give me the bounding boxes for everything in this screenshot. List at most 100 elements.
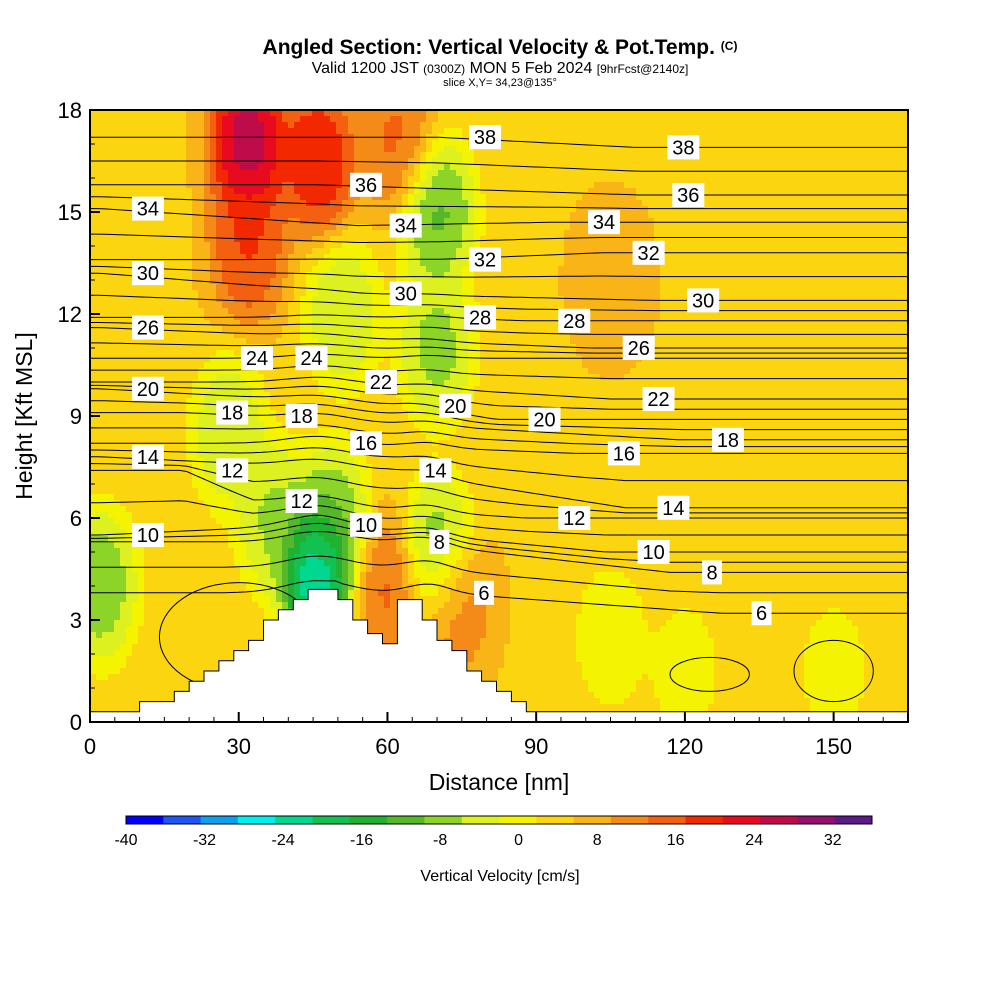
velocity-cell bbox=[174, 224, 181, 231]
velocity-cell bbox=[396, 206, 403, 213]
velocity-cell bbox=[804, 194, 811, 201]
velocity-cell bbox=[240, 260, 247, 267]
velocity-cell bbox=[96, 260, 103, 267]
velocity-cell bbox=[156, 188, 163, 195]
velocity-cell bbox=[762, 248, 769, 255]
velocity-cell bbox=[312, 284, 319, 291]
velocity-cell bbox=[222, 122, 229, 129]
velocity-cell bbox=[330, 266, 337, 273]
velocity-cell bbox=[360, 194, 367, 201]
velocity-cell bbox=[408, 140, 415, 147]
velocity-cell bbox=[126, 170, 133, 177]
velocity-cell bbox=[420, 158, 427, 165]
velocity-cell bbox=[672, 116, 679, 123]
velocity-cell bbox=[642, 116, 649, 123]
velocity-cell bbox=[288, 128, 295, 135]
velocity-cell bbox=[522, 320, 529, 327]
velocity-cell bbox=[678, 212, 685, 219]
velocity-cell bbox=[822, 212, 829, 219]
velocity-cell bbox=[528, 122, 535, 129]
velocity-cell bbox=[564, 224, 571, 231]
velocity-cell bbox=[258, 200, 265, 207]
velocity-cell bbox=[522, 218, 529, 225]
velocity-cell bbox=[276, 254, 283, 261]
velocity-cell bbox=[876, 182, 883, 189]
velocity-cell bbox=[882, 146, 889, 153]
velocity-cell bbox=[588, 320, 595, 327]
velocity-cell bbox=[390, 278, 397, 285]
velocity-cell bbox=[102, 296, 109, 303]
velocity-cell bbox=[702, 128, 709, 135]
velocity-cell bbox=[390, 188, 397, 195]
velocity-cell bbox=[390, 164, 397, 171]
velocity-cell bbox=[558, 266, 565, 273]
velocity-cell bbox=[108, 200, 115, 207]
velocity-cell bbox=[876, 212, 883, 219]
velocity-cell bbox=[768, 230, 775, 237]
velocity-cell bbox=[900, 230, 907, 237]
velocity-cell bbox=[420, 236, 427, 243]
velocity-cell bbox=[822, 152, 829, 159]
velocity-cell bbox=[774, 242, 781, 249]
velocity-cell bbox=[300, 320, 307, 327]
velocity-cell bbox=[786, 140, 793, 147]
velocity-cell bbox=[522, 260, 529, 267]
velocity-cell bbox=[558, 122, 565, 129]
velocity-cell bbox=[444, 308, 451, 315]
velocity-cell bbox=[282, 122, 289, 129]
velocity-cell bbox=[174, 284, 181, 291]
velocity-cell bbox=[300, 122, 307, 129]
velocity-cell bbox=[222, 128, 229, 135]
velocity-cell bbox=[624, 230, 631, 237]
velocity-cell bbox=[450, 140, 457, 147]
velocity-cell bbox=[576, 290, 583, 297]
velocity-cell bbox=[312, 296, 319, 303]
velocity-cell bbox=[354, 140, 361, 147]
velocity-cell bbox=[132, 128, 139, 135]
velocity-cell bbox=[192, 224, 199, 231]
velocity-cell bbox=[750, 218, 757, 225]
velocity-cell bbox=[282, 302, 289, 309]
velocity-cell bbox=[612, 122, 619, 129]
velocity-cell bbox=[456, 296, 463, 303]
velocity-cell bbox=[474, 146, 481, 153]
velocity-cell bbox=[420, 128, 427, 135]
velocity-cell bbox=[348, 230, 355, 237]
velocity-cell bbox=[432, 320, 439, 327]
velocity-cell bbox=[522, 314, 529, 321]
velocity-cell bbox=[498, 128, 505, 135]
velocity-cell bbox=[522, 272, 529, 279]
velocity-cell bbox=[294, 224, 301, 231]
velocity-cell bbox=[756, 230, 763, 237]
velocity-cell bbox=[486, 272, 493, 279]
velocity-cell bbox=[132, 116, 139, 123]
velocity-cell bbox=[438, 314, 445, 321]
velocity-cell bbox=[96, 140, 103, 147]
velocity-cell bbox=[708, 140, 715, 147]
velocity-cell bbox=[798, 302, 805, 309]
velocity-cell bbox=[210, 170, 217, 177]
velocity-cell bbox=[774, 176, 781, 183]
velocity-cell bbox=[516, 242, 523, 249]
velocity-cell bbox=[354, 194, 361, 201]
velocity-cell bbox=[120, 122, 127, 129]
velocity-cell bbox=[900, 206, 907, 213]
velocity-cell bbox=[780, 296, 787, 303]
velocity-cell bbox=[672, 158, 679, 165]
velocity-cell bbox=[426, 290, 433, 297]
velocity-cell bbox=[864, 122, 871, 129]
velocity-cell bbox=[504, 230, 511, 237]
velocity-cell bbox=[192, 266, 199, 273]
velocity-cell bbox=[492, 194, 499, 201]
velocity-cell bbox=[294, 188, 301, 195]
velocity-cell bbox=[210, 254, 217, 261]
velocity-cell bbox=[528, 230, 535, 237]
velocity-cell bbox=[480, 116, 487, 123]
velocity-cell bbox=[468, 158, 475, 165]
velocity-cell bbox=[588, 266, 595, 273]
velocity-cell bbox=[876, 170, 883, 177]
velocity-cell bbox=[234, 212, 241, 219]
velocity-cell bbox=[876, 134, 883, 141]
velocity-cell bbox=[114, 218, 121, 225]
chart-title-text: Angled Section: Vertical Velocity & Pot.… bbox=[262, 36, 715, 59]
